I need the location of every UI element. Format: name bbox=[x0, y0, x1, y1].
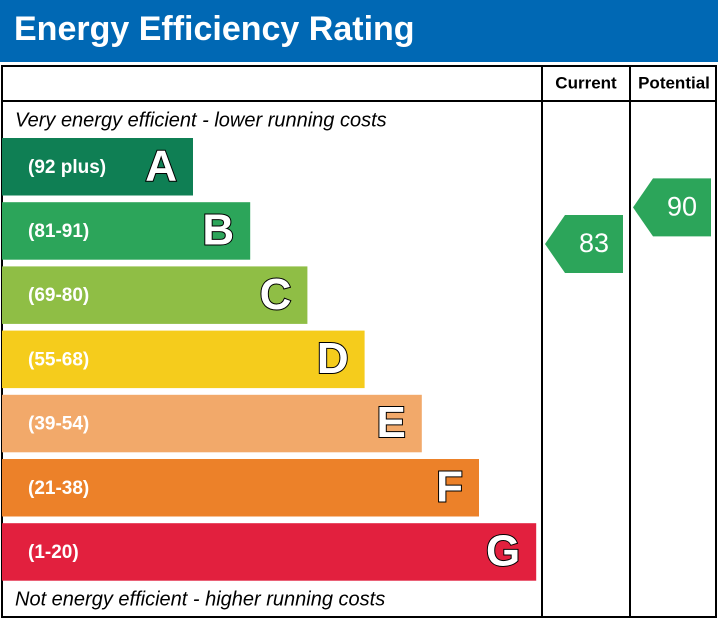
column-header: Potential bbox=[638, 73, 710, 92]
band bbox=[2, 459, 479, 517]
rating-arrow bbox=[545, 215, 623, 274]
column-header: Current bbox=[555, 73, 617, 92]
title-bar bbox=[0, 0, 718, 62]
rating-value: 83 bbox=[579, 228, 609, 258]
title: Energy Efficiency Rating bbox=[14, 10, 415, 48]
band-letter: D bbox=[317, 334, 349, 383]
band-letter: C bbox=[260, 270, 292, 319]
band-range: (21-38) bbox=[28, 478, 89, 499]
bottom-note: Not energy efficient - higher running co… bbox=[15, 588, 385, 610]
band bbox=[2, 202, 251, 260]
top-note: Very energy efficient - lower running co… bbox=[15, 109, 387, 131]
band-letter: A bbox=[145, 141, 177, 190]
band-range: (55-68) bbox=[28, 349, 89, 370]
band-letter: B bbox=[202, 206, 234, 255]
band bbox=[2, 330, 365, 389]
band bbox=[2, 394, 422, 453]
rating-arrow bbox=[633, 178, 711, 237]
band bbox=[2, 523, 537, 581]
band-range: (69-80) bbox=[28, 285, 89, 306]
band-range: (92 plus) bbox=[28, 157, 106, 178]
band-letter: E bbox=[376, 398, 405, 447]
band-letter: F bbox=[436, 462, 463, 511]
band-letter: G bbox=[486, 527, 520, 576]
rating-value: 90 bbox=[667, 192, 697, 222]
band-range: (1-20) bbox=[28, 542, 79, 563]
band-range: (39-54) bbox=[28, 414, 89, 435]
band-range: (81-91) bbox=[28, 221, 89, 242]
band bbox=[2, 138, 193, 196]
band bbox=[2, 266, 308, 324]
